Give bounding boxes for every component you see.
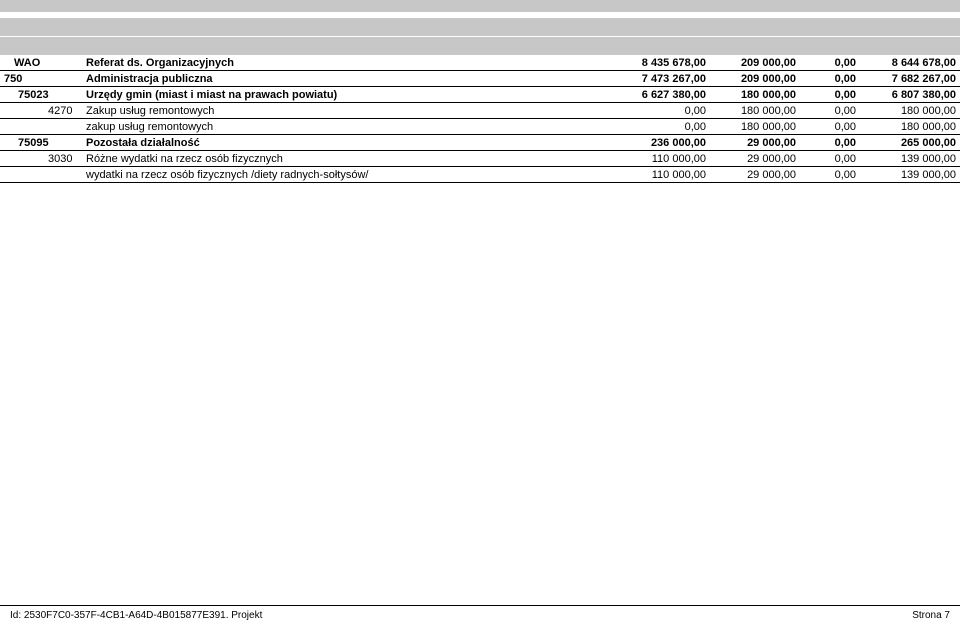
cell-value-1: 8 435 678,00 [610, 55, 710, 71]
cell-value-4: 139 000,00 [860, 151, 960, 167]
cell-code: 750 [0, 71, 82, 87]
cell-value-4: 139 000,00 [860, 167, 960, 183]
cell-value-3: 0,00 [800, 135, 860, 151]
table-body: WAOReferat ds. Organizacyjnych8 435 678,… [0, 55, 960, 183]
cell-value-4: 8 644 678,00 [860, 55, 960, 71]
cell-value-2: 29 000,00 [710, 167, 800, 183]
cell-code: WAO [0, 55, 82, 71]
cell-value-2: 180 000,00 [710, 103, 800, 119]
cell-value-3: 0,00 [800, 87, 860, 103]
cell-name: Pozostała działalność [82, 135, 610, 151]
cell-code: 75095 [0, 135, 82, 151]
cell-value-4: 6 807 380,00 [860, 87, 960, 103]
cell-name: Administracja publiczna [82, 71, 610, 87]
header-bar-1 [0, 0, 960, 12]
cell-value-3: 0,00 [800, 167, 860, 183]
cell-value-2: 29 000,00 [710, 135, 800, 151]
cell-value-4: 7 682 267,00 [860, 71, 960, 87]
table-row: 750Administracja publiczna7 473 267,0020… [0, 71, 960, 87]
cell-code: 75023 [0, 87, 82, 103]
cell-value-1: 0,00 [610, 119, 710, 135]
cell-code [0, 167, 82, 183]
cell-value-4: 180 000,00 [860, 119, 960, 135]
cell-value-2: 209 000,00 [710, 71, 800, 87]
cell-value-4: 265 000,00 [860, 135, 960, 151]
table-row: WAOReferat ds. Organizacyjnych8 435 678,… [0, 55, 960, 71]
cell-name: zakup usług remontowych [82, 119, 610, 135]
table-row: 3030Różne wydatki na rzecz osób fizyczny… [0, 151, 960, 167]
cell-value-1: 110 000,00 [610, 167, 710, 183]
cell-name: wydatki na rzecz osób fizycznych /diety … [82, 167, 610, 183]
table-row: 75023Urzędy gmin (miast i miast na prawa… [0, 87, 960, 103]
cell-name: Urzędy gmin (miast i miast na prawach po… [82, 87, 610, 103]
cell-name: Różne wydatki na rzecz osób fizycznych [82, 151, 610, 167]
cell-value-3: 0,00 [800, 103, 860, 119]
table-row: 75095Pozostała działalność236 000,0029 0… [0, 135, 960, 151]
page-footer: Id: 2530F7C0-357F-4CB1-A64D-4B015877E391… [0, 605, 960, 621]
cell-value-3: 0,00 [800, 55, 860, 71]
cell-code: 3030 [0, 151, 82, 167]
cell-code: 4270 [0, 103, 82, 119]
footer-id: Id: 2530F7C0-357F-4CB1-A64D-4B015877E391… [10, 610, 262, 621]
cell-value-3: 0,00 [800, 71, 860, 87]
table-row: 4270Zakup usług remontowych0,00180 000,0… [0, 103, 960, 119]
cell-value-3: 0,00 [800, 119, 860, 135]
cell-value-2: 180 000,00 [710, 119, 800, 135]
cell-value-2: 209 000,00 [710, 55, 800, 71]
cell-value-3: 0,00 [800, 151, 860, 167]
cell-value-1: 6 627 380,00 [610, 87, 710, 103]
cell-value-4: 180 000,00 [860, 103, 960, 119]
cell-value-1: 110 000,00 [610, 151, 710, 167]
table-row: zakup usług remontowych0,00180 000,000,0… [0, 119, 960, 135]
cell-name: Referat ds. Organizacyjnych [82, 55, 610, 71]
budget-table: WAOReferat ds. Organizacyjnych8 435 678,… [0, 55, 960, 183]
cell-value-1: 7 473 267,00 [610, 71, 710, 87]
header-bar-2 [0, 18, 960, 36]
cell-value-2: 180 000,00 [710, 87, 800, 103]
footer-page: Strona 7 [912, 610, 950, 621]
cell-value-1: 0,00 [610, 103, 710, 119]
cell-value-2: 29 000,00 [710, 151, 800, 167]
header-bar-3 [0, 37, 960, 55]
cell-name: Zakup usług remontowych [82, 103, 610, 119]
header-region [0, 0, 960, 55]
cell-code [0, 119, 82, 135]
cell-value-1: 236 000,00 [610, 135, 710, 151]
table-row: wydatki na rzecz osób fizycznych /diety … [0, 167, 960, 183]
